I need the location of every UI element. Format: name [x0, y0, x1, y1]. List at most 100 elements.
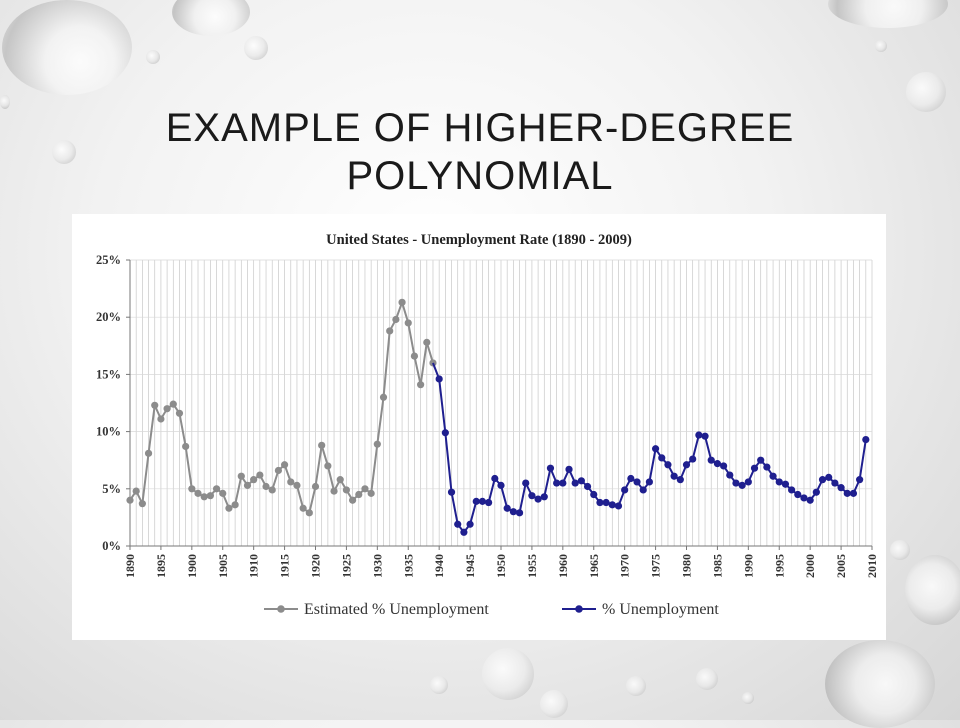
data-point-unemployment [738, 481, 746, 489]
data-point-estimated [138, 500, 146, 508]
data-point-unemployment [497, 481, 505, 489]
data-point-estimated [349, 496, 357, 504]
data-point-unemployment [849, 489, 858, 497]
x-tick-label: 1950 [494, 554, 508, 578]
water-droplet [742, 692, 754, 704]
x-tick-label: 1985 [710, 554, 724, 578]
data-point-estimated [287, 478, 295, 486]
data-point-unemployment [534, 495, 542, 503]
series-line-estimated [129, 301, 434, 514]
data-point-estimated [262, 482, 270, 491]
data-point-unemployment [757, 456, 765, 464]
data-point-unemployment [682, 461, 691, 469]
data-point-unemployment [441, 429, 449, 437]
data-point-estimated [324, 462, 332, 470]
water-droplet [244, 36, 268, 60]
data-point-unemployment [509, 508, 517, 516]
data-point-estimated [404, 319, 412, 327]
data-point-estimated [200, 493, 208, 501]
data-point-unemployment [837, 484, 845, 492]
data-point-unemployment [664, 461, 672, 469]
water-droplet [828, 0, 948, 28]
x-tick-label: 1970 [618, 554, 632, 578]
water-droplet [696, 668, 718, 690]
water-droplet [626, 676, 646, 696]
data-point-unemployment [546, 464, 555, 472]
y-tick-label: 25% [96, 253, 121, 267]
data-point-unemployment [608, 501, 616, 509]
data-point-estimated [305, 509, 313, 517]
data-point-estimated [361, 485, 369, 493]
data-point-unemployment [794, 490, 802, 499]
data-point-unemployment [571, 479, 579, 487]
data-point-estimated [212, 485, 221, 493]
data-point-estimated [293, 481, 301, 489]
x-tick-label: 1975 [649, 554, 663, 578]
data-point-unemployment [720, 462, 728, 470]
data-point-unemployment [614, 502, 623, 510]
legend-label-unemployment: % Unemployment [602, 601, 719, 618]
y-tick-label: 0% [102, 539, 121, 553]
data-point-unemployment [695, 431, 703, 439]
data-point-unemployment [553, 479, 561, 487]
x-tick-label: 1910 [247, 554, 261, 578]
data-point-estimated [336, 476, 344, 484]
data-point-unemployment [503, 504, 511, 512]
water-droplet [52, 140, 76, 164]
y-tick-label: 5% [102, 482, 121, 496]
x-tick-label: 1995 [772, 554, 786, 578]
x-tick-label: 1925 [339, 554, 353, 578]
water-droplet [906, 72, 946, 112]
data-point-unemployment [583, 482, 592, 491]
water-droplet [540, 690, 568, 718]
data-point-unemployment [577, 477, 585, 485]
data-point-unemployment [781, 480, 790, 488]
unemployment-line-chart: United States - Unemployment Rate (1890 … [96, 232, 879, 618]
x-tick-label: 2010 [865, 554, 879, 578]
x-tick-label: 1890 [123, 554, 137, 578]
data-point-unemployment [515, 509, 524, 517]
data-point-unemployment [763, 463, 771, 471]
x-tick-label: 1990 [741, 554, 755, 578]
data-point-unemployment [522, 479, 530, 487]
data-point-estimated [299, 504, 307, 512]
data-point-estimated [163, 405, 171, 413]
water-droplet [172, 0, 250, 36]
chart-axes: 0% 5% 10% 15% 20% 25% 1890 1895 1900 1905 1910 1915… [96, 253, 879, 578]
x-tick-label: 1965 [587, 554, 601, 578]
chart-legend: Estimated % Unemployment % Unemployment [264, 601, 719, 618]
chart-gridlines [129, 259, 873, 547]
data-point-estimated [379, 393, 388, 401]
data-point-estimated [342, 486, 351, 494]
water-droplet [825, 640, 935, 728]
data-point-estimated [417, 381, 425, 389]
data-point-estimated [318, 441, 326, 449]
data-point-unemployment [627, 474, 635, 483]
data-point-unemployment [478, 497, 487, 505]
data-point-unemployment [800, 494, 808, 502]
y-tick-label: 15% [96, 367, 121, 381]
data-point-unemployment [670, 472, 678, 480]
data-point-estimated [237, 472, 245, 480]
data-point-estimated [188, 485, 196, 493]
data-point-estimated [330, 487, 338, 495]
x-tick-label: 1955 [525, 554, 539, 578]
x-tick-label: 1935 [401, 554, 415, 578]
x-tick-label: 1930 [370, 554, 384, 578]
x-tick-label: 1980 [680, 554, 694, 578]
data-point-unemployment [621, 486, 629, 494]
data-point-estimated [311, 482, 320, 491]
data-point-unemployment [447, 488, 456, 496]
data-point-estimated [126, 496, 134, 504]
chart-panel: United States - Unemployment Rate (1890 … [72, 214, 886, 640]
y-tick-label: 20% [96, 310, 121, 324]
x-tick-label: 2005 [834, 554, 848, 578]
data-point-unemployment [818, 476, 827, 484]
data-point-estimated [219, 489, 227, 497]
data-point-estimated [144, 449, 153, 457]
data-point-estimated [410, 352, 419, 360]
data-point-unemployment [843, 489, 851, 497]
x-tick-label: 1905 [216, 554, 230, 578]
data-point-unemployment [825, 473, 833, 481]
data-point-unemployment [689, 455, 697, 463]
